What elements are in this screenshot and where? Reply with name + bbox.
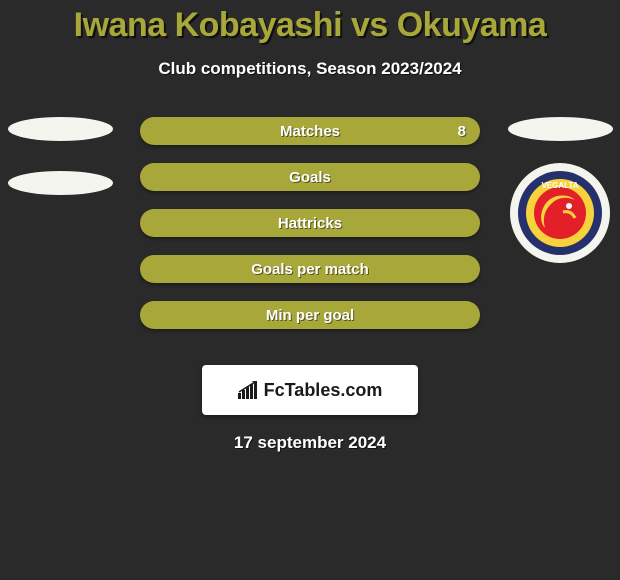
stat-bar-label: Goals per match [251,261,369,278]
stat-bar: Goals per match [140,255,480,283]
stat-bar: Goals [140,163,480,191]
stat-bar: Matches 8 [140,117,480,145]
vegalta-badge-icon: VEGALTA [517,170,603,256]
right-player-column: VEGALTA [500,117,620,263]
player-oval [508,117,613,141]
fctables-logo: FcTables.com [238,380,383,401]
stat-bar-label: Hattricks [278,215,342,232]
stat-bar-label: Matches [280,123,340,140]
date-text: 17 september 2024 [0,433,620,453]
player-oval [8,117,113,141]
fctables-text: FcTables.com [264,380,383,401]
left-player-column [0,117,120,225]
stat-bar-label: Goals [289,169,331,186]
club-badge: VEGALTA [510,163,610,263]
page-title: Iwana Kobayashi vs Okuyama [0,0,620,45]
stat-bars: Matches 8 Goals Hattricks Goals per match Min… [140,117,480,329]
stat-bar: Min per goal [140,301,480,329]
compare-area: Matches 8 Goals Hattricks Goals per match Min… [0,117,620,347]
fctables-logo-box: FcTables.com [202,365,418,415]
stat-bar: Hattricks [140,209,480,237]
bar-chart-icon [238,381,260,399]
stat-bar-value-right: 8 [458,123,466,140]
player-oval [8,171,113,195]
subtitle: Club competitions, Season 2023/2024 [0,59,620,79]
svg-text:VEGALTA: VEGALTA [541,181,578,190]
stat-bar-label: Min per goal [266,307,354,324]
